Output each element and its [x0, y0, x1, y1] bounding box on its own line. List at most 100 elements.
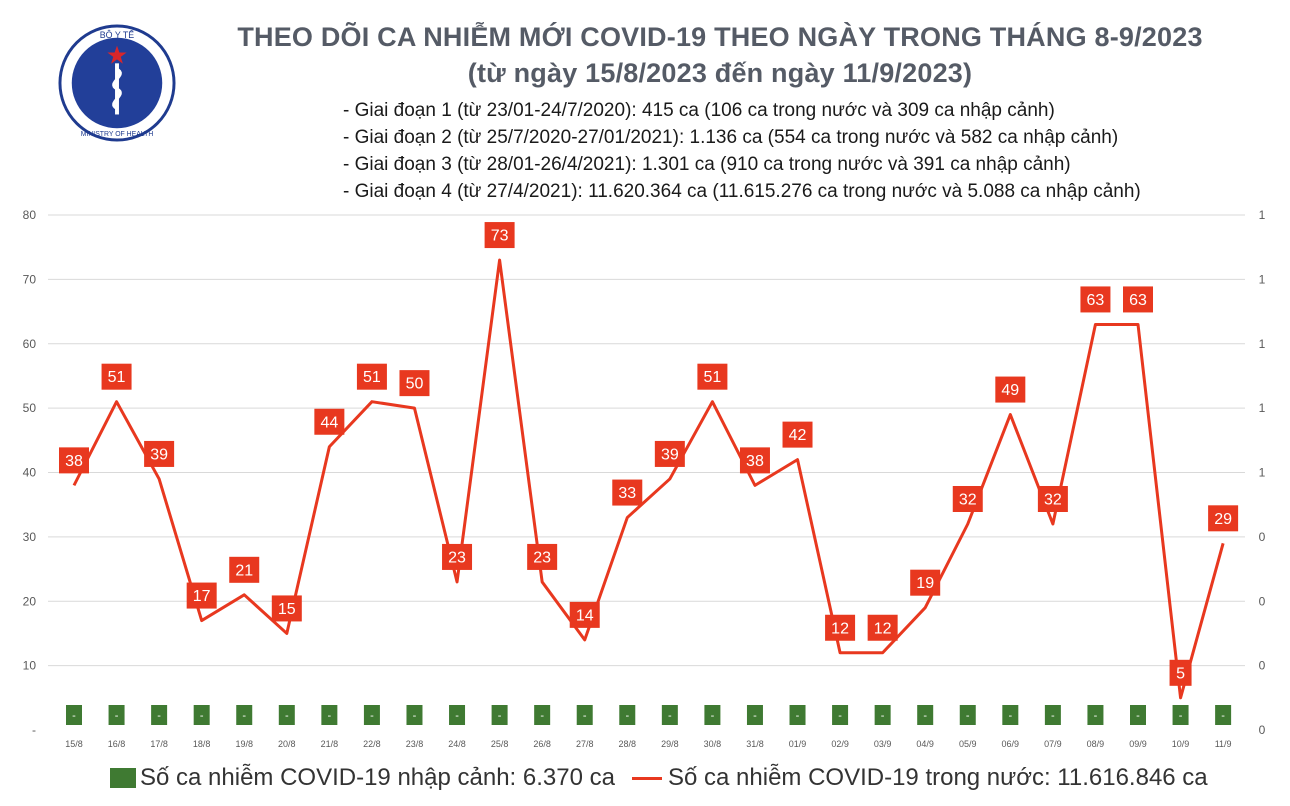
- domestic-label-box: [271, 595, 302, 622]
- caduceus-icon: [112, 63, 122, 115]
- domestic-data-label: 21: [235, 562, 253, 579]
- domestic-data-label: 38: [65, 453, 83, 470]
- domestic-label-box: [910, 569, 941, 596]
- x-tick-label: 26/8: [533, 739, 551, 749]
- imported-label: -: [115, 710, 119, 722]
- domestic-label-box: [399, 370, 430, 397]
- x-tick-label: 16/8: [108, 739, 126, 749]
- y2-tick-label: 1: [1259, 272, 1266, 286]
- phase-1-text: - Giai đoạn 1 (từ 23/01-24/7/2020): 415 …: [343, 100, 1055, 121]
- domestic-label-box: [1080, 286, 1111, 313]
- domestic-data-label: 38: [746, 453, 764, 470]
- imported-label: -: [711, 710, 715, 722]
- imported-bar: [917, 705, 934, 725]
- imported-bar: [236, 705, 253, 725]
- y-tick-label: 80: [23, 208, 37, 222]
- imported-label: -: [1008, 710, 1012, 722]
- x-tick-label: 04/9: [916, 739, 934, 749]
- imported-bar: [406, 705, 423, 725]
- domestic-label-box: [527, 543, 558, 570]
- imported-label: -: [668, 710, 672, 722]
- y-tick-label: 20: [23, 594, 37, 608]
- x-tick-label: 22/8: [363, 739, 381, 749]
- domestic-data-label: 32: [959, 492, 977, 509]
- imported-bar: [1172, 705, 1189, 725]
- imported-label: -: [540, 710, 544, 722]
- x-tick-label: 30/8: [704, 739, 722, 749]
- x-tick-label: 17/8: [150, 739, 168, 749]
- x-tick-label: 05/9: [959, 739, 977, 749]
- domestic-label-box: [1169, 659, 1192, 686]
- imported-bar: [959, 705, 976, 725]
- x-tick-label: 07/9: [1044, 739, 1062, 749]
- domestic-label-box: [739, 447, 770, 474]
- imported-bar: [1044, 705, 1061, 725]
- imported-label: -: [923, 710, 927, 722]
- x-tick-label: 18/8: [193, 739, 211, 749]
- domestic-data-label: 63: [1129, 292, 1147, 309]
- imported-label: -: [1094, 710, 1098, 722]
- domestic-data-label: 5: [1176, 665, 1185, 682]
- y-tick-label: 30: [23, 530, 37, 544]
- imported-label: -: [1051, 710, 1055, 722]
- domestic-label-box: [229, 556, 260, 583]
- imported-bar: [363, 705, 380, 725]
- y2-tick-label: 0: [1259, 594, 1266, 608]
- imported-bar: [491, 705, 508, 725]
- imported-label: -: [796, 710, 800, 722]
- domestic-data-label: 29: [1214, 511, 1232, 528]
- y2-tick-label: 0: [1259, 530, 1266, 544]
- domestic-data-label: 23: [533, 549, 551, 566]
- imported-bar: [321, 705, 338, 725]
- imported-label: -: [72, 710, 76, 722]
- domestic-label-box: [952, 486, 983, 512]
- domestic-label-box: [782, 421, 813, 448]
- domestic-label-box: [569, 601, 600, 628]
- domestic-label-box: [654, 440, 685, 467]
- domestic-label-box: [612, 479, 643, 506]
- imported-bar: [619, 705, 636, 725]
- imported-label: -: [328, 710, 332, 722]
- imported-bar: [789, 705, 806, 725]
- y2-tick-label: 0: [1259, 723, 1266, 737]
- domestic-data-label: 33: [618, 485, 636, 502]
- imported-label: -: [583, 710, 587, 722]
- imported-bar: [108, 705, 125, 725]
- legend-imported-swatch: [110, 768, 136, 788]
- legend-domestic-swatch: [632, 776, 662, 780]
- domestic-label-box: [442, 543, 473, 570]
- domestic-data-label: 50: [406, 376, 424, 393]
- domestic-data-label: 73: [491, 228, 509, 245]
- y2-tick-label: 1: [1259, 401, 1266, 415]
- legend-domestic-label: Số ca nhiễm COVID-19 trong nước: 11.616.…: [668, 764, 1208, 791]
- logo-top-text: BỘ Y TẾ: [100, 30, 135, 40]
- imported-bar: [278, 705, 295, 725]
- imported-bar: [1215, 705, 1232, 725]
- legend-imported-label: Số ca nhiễm COVID-19 nhập cảnh: 6.370 ca: [140, 764, 615, 791]
- imported-label: -: [625, 710, 629, 722]
- domestic-label-box: [1123, 286, 1153, 313]
- domestic-data-label: 51: [363, 369, 381, 386]
- imported-label: -: [1136, 710, 1140, 722]
- domestic-label-box: [825, 614, 856, 641]
- imported-label: -: [498, 710, 502, 722]
- x-tick-label: 25/8: [491, 739, 509, 749]
- domestic-data-label: 51: [704, 369, 722, 386]
- x-tick-label: 31/8: [746, 739, 764, 749]
- domestic-data-label: 39: [661, 446, 679, 463]
- domestic-label-box: [186, 582, 217, 609]
- y2-tick-label: 1: [1259, 337, 1266, 351]
- domestic-data-label: 15: [278, 601, 296, 618]
- x-tick-label: 06/9: [1002, 739, 1020, 749]
- imported-label: -: [200, 710, 204, 722]
- imported-bar: [704, 705, 721, 725]
- x-tick-label: 10/9: [1172, 739, 1190, 749]
- imported-bar: [661, 705, 678, 725]
- domestic-label-box: [101, 363, 132, 390]
- imported-label: -: [753, 710, 757, 722]
- x-tick-label: 15/8: [65, 739, 83, 749]
- domestic-data-label: 12: [831, 620, 849, 637]
- imported-bar: [832, 705, 849, 725]
- imported-bar: [1002, 705, 1019, 725]
- domestic-data-label: 39: [150, 446, 168, 463]
